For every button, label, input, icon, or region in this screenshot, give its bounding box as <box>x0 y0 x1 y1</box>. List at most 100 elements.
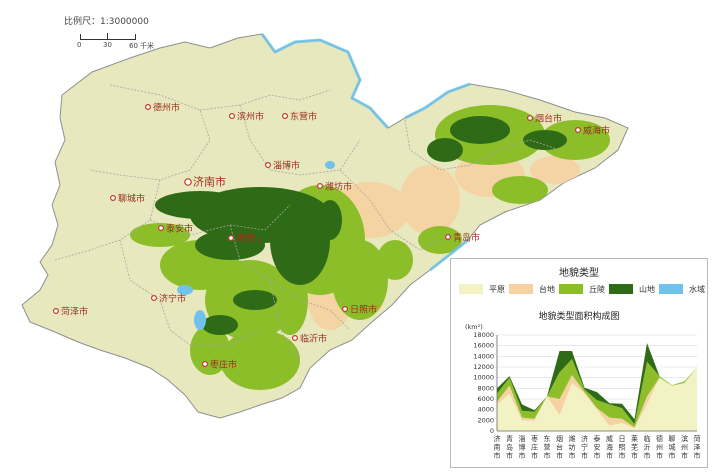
city-dot-linyi <box>292 335 299 342</box>
city-label-dezhou: 德州市 <box>153 102 180 114</box>
city-label-binzhou: 滨州市 <box>237 111 264 123</box>
scale-tick-0: 0 <box>77 41 82 49</box>
x-category-7: 济宁市 <box>581 434 588 460</box>
y-tick-8000: 8000 <box>477 384 494 392</box>
city-dot-weifang <box>317 183 324 190</box>
city-rizhao: 日照市 <box>342 304 377 316</box>
legend-item-hill: 丘陵 <box>559 283 605 295</box>
x-category-14: 聊城市 <box>669 434 676 460</box>
city-jinan: 济南市 <box>184 175 226 189</box>
y-tick-14000: 14000 <box>473 352 494 360</box>
city-dot-dongying <box>282 112 289 119</box>
x-category-15: 滨州市 <box>681 434 688 460</box>
city-dot-binzhou <box>229 112 236 119</box>
city-dot-taian <box>158 225 165 232</box>
city-weifang: 潍坊市 <box>317 181 352 193</box>
prefecture-borders <box>54 84 561 361</box>
x-category-8: 泰安市 <box>594 434 601 460</box>
legend-label-plain: 平原 <box>489 284 505 294</box>
x-category-13: 德州市 <box>656 434 663 460</box>
city-label-laiwu: 莱芜市 <box>236 233 263 245</box>
scale-tick-60: 60 千米 <box>129 42 155 50</box>
x-category-1: 青岛市 <box>506 434 513 460</box>
city-label-zaozhuang: 枣庄市 <box>210 359 237 371</box>
x-category-6: 潍坊市 <box>569 434 576 460</box>
city-binzhou: 滨州市 <box>229 111 264 123</box>
legend-label-mountain: 山地 <box>639 284 655 294</box>
y-tick-6000: 6000 <box>477 395 494 403</box>
city-taian: 泰安市 <box>158 223 193 235</box>
city-dezhou: 德州市 <box>145 102 180 114</box>
x-category-12: 临沂市 <box>644 434 651 460</box>
y-tick-4000: 4000 <box>477 406 494 414</box>
city-dongying: 东营市 <box>282 111 317 123</box>
y-axis-unit: (km²) <box>465 323 483 331</box>
area-chart: (km²) 0 2000 4000 6000 8000 10000 12000 14000 160… <box>465 323 701 460</box>
city-label-taian: 泰安市 <box>166 223 193 235</box>
y-tick-12000: 12000 <box>473 363 494 371</box>
mountain-zone <box>155 116 567 335</box>
city-dot-dezhou <box>145 103 152 110</box>
x-category-10: 日照市 <box>619 435 626 460</box>
city-label-zibo: 淄博市 <box>273 160 300 172</box>
x-category-11: 莱芜市 <box>631 434 638 460</box>
city-label-yantai: 烟台市 <box>535 113 562 125</box>
scale-tick-30: 30 <box>103 41 112 49</box>
x-category-2: 淄博市 <box>519 434 526 460</box>
legend-item-water: 水域 <box>659 283 705 295</box>
city-label-jining: 济宁市 <box>159 293 186 305</box>
city-dot-rizhao <box>342 306 349 313</box>
city-dot-jining <box>151 295 158 302</box>
city-laiwu: 莱芜市 <box>228 233 263 245</box>
chart-title: 地貌类型面积构成图 <box>538 312 620 322</box>
city-label-weihai: 威海市 <box>583 125 610 137</box>
series-area-2 <box>497 359 697 428</box>
city-dot-jinan <box>184 178 192 186</box>
legend-item-plain: 平原 <box>459 283 505 295</box>
city-zaozhuang: 枣庄市 <box>202 359 237 371</box>
city-dot-yantai <box>526 114 533 121</box>
city-weihai: 威海市 <box>574 125 610 137</box>
legend-panel: 地貌类型 平原 台地 丘陵 山地 水域 地貌类型面积构成图 (km²) 0 2000… <box>450 258 708 468</box>
x-category-0: 济南市 <box>494 434 501 460</box>
y-tick-0: 0 <box>490 427 494 435</box>
city-dot-qingdao <box>445 234 452 241</box>
legend-swatch-water <box>659 284 683 294</box>
legend-swatch-plain <box>459 284 483 294</box>
sea-coast <box>260 33 471 272</box>
scale-title: 比例尺：1:3000000 <box>64 17 149 27</box>
city-dot-laiwu <box>228 235 235 242</box>
scale-bar <box>80 33 136 40</box>
x-category-5: 烟台市 <box>556 434 563 460</box>
y-tick-16000: 16000 <box>473 342 494 350</box>
legend-label-water: 水域 <box>689 284 705 294</box>
city-dot-liaocheng <box>109 195 116 202</box>
city-heze: 菏泽市 <box>52 306 88 318</box>
city-label-jinan: 济南市 <box>193 175 226 189</box>
legend-swatch-tableland <box>509 284 533 294</box>
city-dot-zaozhuang <box>202 361 209 368</box>
x-category-3: 枣庄市 <box>531 434 538 460</box>
water-zone <box>177 161 335 330</box>
city-label-dongying: 东营市 <box>290 111 317 123</box>
city-label-liaocheng: 聊城市 <box>118 193 145 205</box>
city-liaocheng: 聊城市 <box>109 193 145 205</box>
city-label-heze: 菏泽市 <box>61 306 88 318</box>
x-category-4: 东营市 <box>544 434 551 460</box>
series-area-0 <box>497 367 697 431</box>
city-linyi: 临沂市 <box>292 333 327 345</box>
legend-item-mountain: 山地 <box>609 283 655 295</box>
city-label-rizhao: 日照市 <box>350 304 377 316</box>
city-label-qingdao: 青岛市 <box>453 232 480 244</box>
x-category-9: 威海市 <box>606 434 613 460</box>
city-dot-weihai <box>574 126 581 133</box>
city-jining: 济宁市 <box>151 293 186 305</box>
y-tick-2000: 2000 <box>477 416 494 424</box>
city-label-weifang: 潍坊市 <box>325 181 352 193</box>
y-tick-18000: 18000 <box>473 331 494 339</box>
city-label-linyi: 临沂市 <box>300 333 327 345</box>
legend-swatch-hill <box>559 284 583 294</box>
city-dot-zibo <box>265 162 272 169</box>
city-yantai: 烟台市 <box>526 113 562 125</box>
